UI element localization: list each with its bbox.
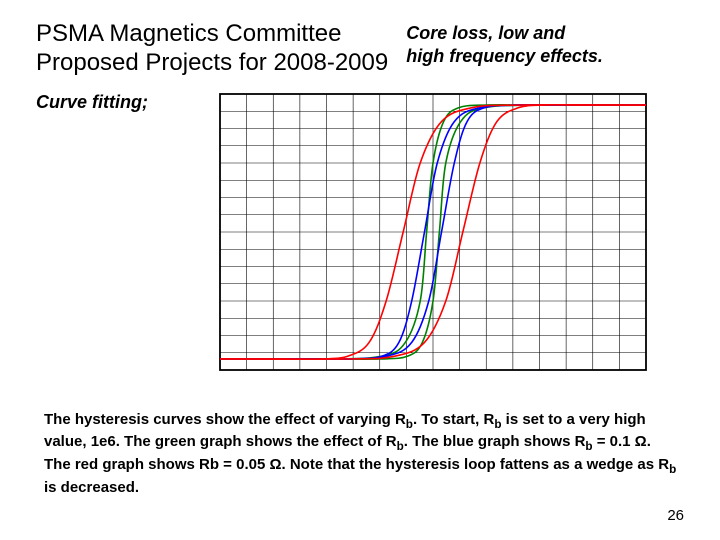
slide: PSMA Magnetics Committee Proposed Projec…	[0, 0, 720, 540]
title-right-line-2: high frequency effects.	[406, 46, 603, 66]
chart-wrap	[218, 92, 648, 372]
title-right-line-1: Core loss, low and	[406, 23, 565, 43]
title-line-2: Proposed Projects for 2008-2009	[36, 49, 388, 76]
title-right: Core loss, low and high frequency effect…	[406, 22, 603, 67]
title-line-1: PSMA Magnetics Committee	[36, 20, 341, 47]
page-number: 26	[667, 507, 684, 524]
cap-sub-1: b	[406, 418, 413, 431]
cap-t4: . The blue graph shows R	[404, 433, 586, 450]
cap-sub-5: b	[669, 463, 676, 476]
header: PSMA Magnetics Committee Proposed Projec…	[36, 20, 684, 78]
body-row: Curve fitting;	[36, 92, 684, 372]
cap-sub-4: b	[585, 440, 592, 453]
title-left: PSMA Magnetics Committee Proposed Projec…	[36, 20, 388, 78]
cap-t6: is decreased.	[44, 479, 139, 496]
cap-sub-3: b	[397, 440, 404, 453]
caption: The hysteresis curves show the effect of…	[36, 410, 684, 499]
cap-t1: The hysteresis curves show the effect of…	[44, 411, 406, 428]
subtitle: Curve fitting;	[36, 92, 148, 113]
hysteresis-chart	[218, 92, 648, 372]
cap-t2: . To start, R	[413, 411, 494, 428]
